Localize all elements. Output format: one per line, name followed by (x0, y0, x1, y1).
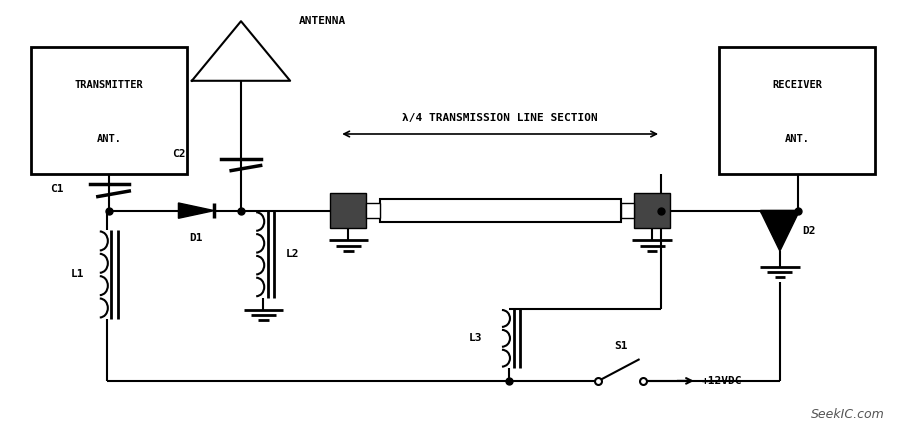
Text: L2: L2 (286, 249, 299, 259)
Bar (719, 47, 876, 174)
Polygon shape (760, 210, 799, 251)
Bar (634, 193, 670, 228)
Text: L3: L3 (469, 333, 483, 343)
Bar (366, 203, 380, 218)
Polygon shape (179, 203, 214, 218)
Bar (330, 193, 366, 228)
Text: C1: C1 (50, 184, 63, 194)
Text: +12VDC: +12VDC (701, 376, 741, 386)
Text: C2: C2 (172, 149, 186, 159)
Text: SeekIC.com: SeekIC.com (811, 408, 885, 421)
Bar (380, 199, 621, 222)
Text: RECEIVER: RECEIVER (772, 80, 823, 90)
Text: ANTENNA: ANTENNA (299, 16, 346, 26)
Text: L1: L1 (71, 270, 85, 279)
Text: λ/4 TRANSMISSION LINE SECTION: λ/4 TRANSMISSION LINE SECTION (402, 113, 598, 123)
Bar (31, 47, 188, 174)
Text: TRANSMITTER: TRANSMITTER (75, 80, 143, 90)
Text: ANT.: ANT. (97, 134, 122, 144)
Text: S1: S1 (614, 341, 628, 351)
Text: D1: D1 (189, 233, 203, 243)
Text: D2: D2 (802, 226, 815, 236)
Text: ANT.: ANT. (785, 134, 810, 144)
Bar (621, 203, 634, 218)
